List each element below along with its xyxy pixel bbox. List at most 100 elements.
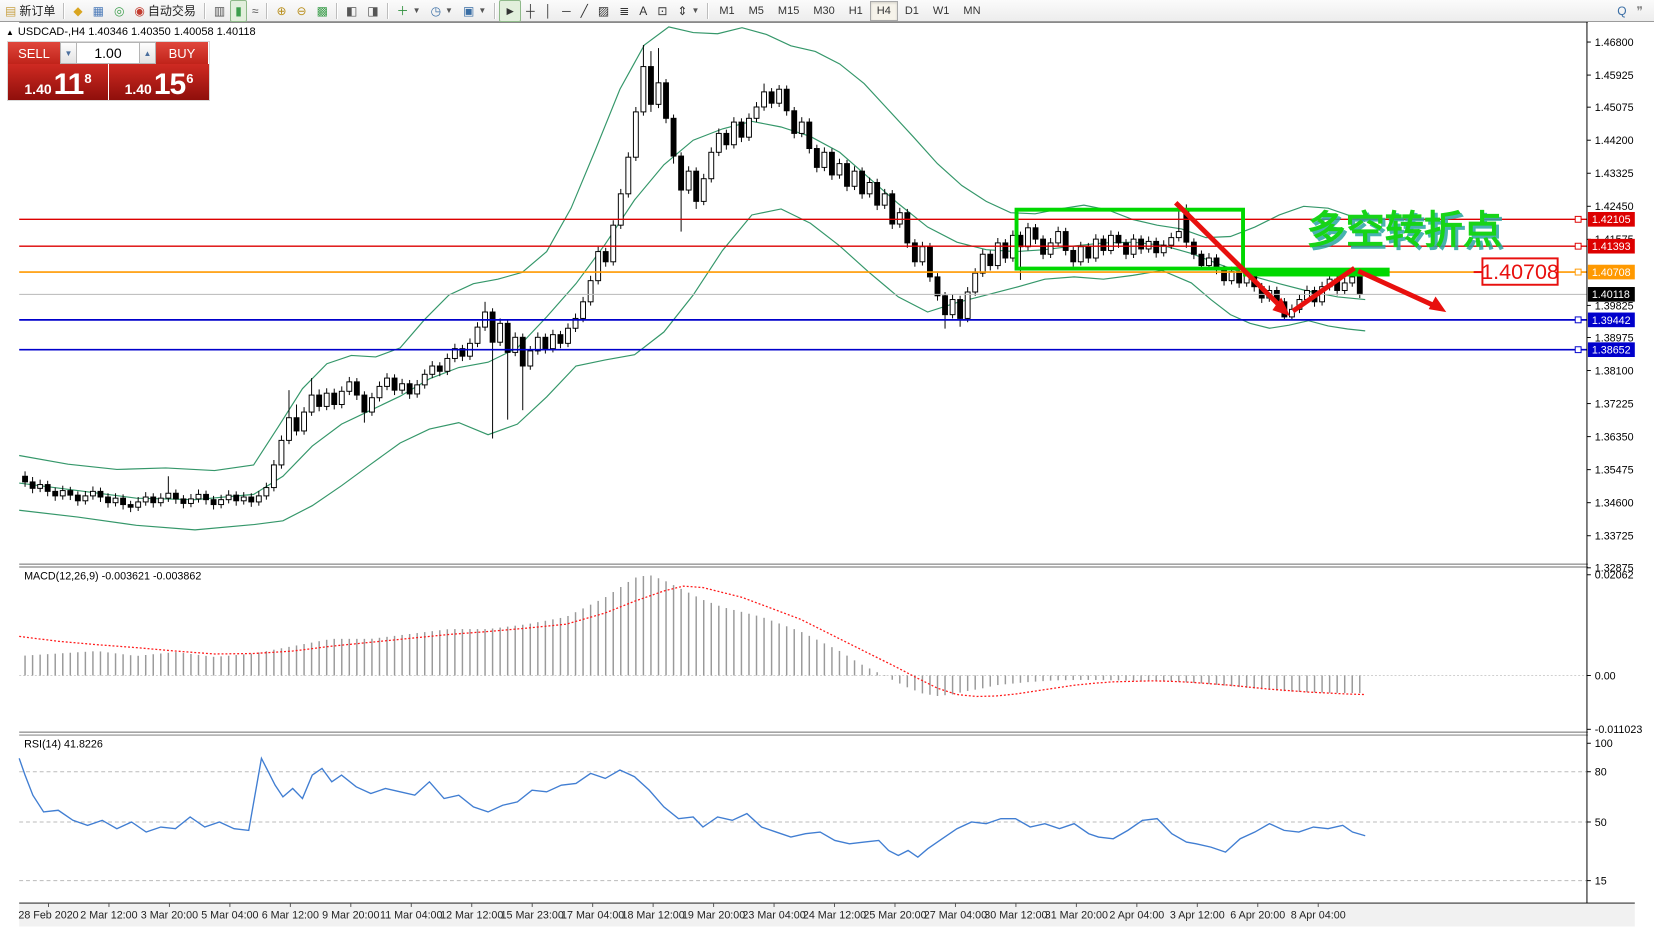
tile-windows-button[interactable]: ▩: [312, 0, 333, 22]
time-tick-label: 12 Mar 12:00: [440, 910, 503, 922]
bollinger-lower-line: [19, 208, 1366, 531]
line-chart-button[interactable]: ≈: [247, 0, 264, 22]
candle-body: [798, 121, 805, 134]
buy-price-base: 1.40: [124, 81, 152, 97]
timeframe-m1[interactable]: M1: [719, 4, 735, 17]
data-window-button[interactable]: ▦: [88, 0, 109, 22]
timeframe-mn[interactable]: MN: [963, 4, 981, 17]
price-label-text: 1.42105: [1592, 214, 1631, 226]
candle-body: [610, 224, 617, 263]
candle-body: [617, 193, 624, 226]
collapse-panel-icon[interactable]: ▲: [6, 27, 14, 37]
market-watch-button[interactable]: ◆: [68, 0, 87, 22]
line-end-marker[interactable]: [1574, 268, 1582, 276]
buy-price[interactable]: 1.40 15 6: [109, 64, 209, 100]
sell-button[interactable]: SELL: [8, 42, 60, 64]
candle-body: [105, 496, 111, 504]
support-level-bar[interactable]: [1243, 267, 1390, 277]
toolbar-separator: [494, 2, 497, 19]
text-label-button[interactable]: ⊡: [652, 0, 672, 22]
sell-price-pip: 8: [84, 71, 92, 86]
timeframe-h1[interactable]: H1: [848, 4, 863, 17]
volume-decrease-button[interactable]: ▼: [60, 42, 77, 64]
auto-trading-button[interactable]: ◉ 自动交易: [129, 0, 201, 22]
candle-body: [1123, 242, 1129, 255]
chart-shift-button[interactable]: ◨: [362, 0, 383, 22]
search-button[interactable]: Q: [1612, 0, 1631, 22]
sell-price[interactable]: 1.40 11 8: [8, 64, 108, 100]
timeframe-d1[interactable]: D1: [904, 4, 919, 17]
line-end-marker[interactable]: [1574, 215, 1582, 223]
candle-body: [534, 336, 541, 352]
timeframe-h4[interactable]: H4: [869, 0, 898, 21]
candle-body: [602, 251, 609, 263]
timeframe-m5[interactable]: M5: [748, 4, 764, 17]
price-label-text: 1.40708: [1592, 267, 1631, 279]
red-arrow-up[interactable]: [1291, 266, 1356, 314]
add-indicator-button[interactable]: ＋ ▼: [392, 0, 426, 22]
price-callout-box[interactable]: [1481, 257, 1559, 286]
zoom-in-button[interactable]: ⊕: [271, 0, 291, 22]
candle-body: [157, 497, 164, 504]
timeframe-m30[interactable]: M30: [813, 4, 835, 17]
text-icon: A: [639, 3, 648, 18]
horizontal-line-icon: ─: [562, 3, 571, 18]
toolbar-button-label: 自动交易: [147, 4, 196, 18]
red-arrow-down-2[interactable]: [1357, 268, 1437, 309]
bar-chart-button[interactable]: ▥: [209, 0, 230, 22]
rsi-tick-label: 100: [1595, 738, 1613, 750]
time-tick-label: 2 Apr 04:00: [1109, 910, 1164, 922]
bollinger-upper-line: [19, 26, 1366, 472]
vertical-line-button[interactable]: │: [540, 0, 558, 22]
timeframe-w1[interactable]: W1: [932, 4, 950, 17]
buy-button[interactable]: BUY: [156, 42, 208, 64]
new-order-button[interactable]: ▤ 新订单: [0, 0, 60, 22]
candle-body: [783, 88, 790, 112]
cursor-button[interactable]: ►: [499, 0, 522, 22]
red-arrow-down-1[interactable]: [1173, 200, 1281, 308]
navigator-button[interactable]: ◎: [109, 0, 129, 22]
chat-button[interactable]: ❞: [1632, 0, 1648, 22]
candle-body: [203, 493, 209, 501]
line-end-marker[interactable]: [1574, 242, 1582, 250]
candle-body: [595, 251, 602, 282]
candle-body: [979, 253, 986, 274]
period-button[interactable]: ◷ ▼: [426, 0, 458, 22]
time-tick-label: 9 Mar 20:00: [322, 910, 379, 922]
arrows-button[interactable]: ⇕ ▼: [672, 0, 704, 22]
candle-body: [1341, 282, 1348, 291]
volume-input[interactable]: [77, 42, 139, 64]
search-icon: Q: [1617, 3, 1627, 18]
candle-body: [693, 170, 700, 202]
line-end-marker[interactable]: [1574, 346, 1582, 354]
candle-body: [648, 66, 654, 105]
trendline-button[interactable]: ╱: [576, 0, 593, 22]
line-end-marker[interactable]: [1574, 316, 1582, 324]
timeframe-m15[interactable]: M15: [777, 4, 800, 17]
horizontal-line-button[interactable]: ─: [557, 0, 576, 22]
template-button[interactable]: ▣ ▼: [458, 0, 491, 22]
candle-body: [987, 253, 994, 267]
chart-shift-icon: ◨: [367, 3, 379, 18]
zoom-out-icon: ⊖: [296, 3, 307, 18]
candle-body: [1077, 246, 1084, 263]
crosshair-button[interactable]: ┼: [521, 0, 540, 22]
symbol-ohlc-line: ▲ USDCAD-,H4 1.40346 1.40350 1.40058 1.4…: [6, 26, 256, 38]
candle-body: [195, 493, 202, 500]
time-axis[interactable]: 28 Feb 2020 2 Mar 12:00 3 Mar 20:00 5 Mar 0…: [18, 902, 1635, 927]
candlestick-chart-button[interactable]: ▮: [230, 0, 247, 22]
zoom-in-icon: ⊕: [276, 3, 287, 18]
price-tick-label: 1.46800: [1595, 37, 1634, 49]
text-button[interactable]: A: [634, 0, 652, 22]
consolidation-box[interactable]: [1014, 207, 1245, 271]
candle-body: [572, 317, 579, 329]
chart-window[interactable]: 多空转折点 多空转折点 1.40708 MACD(12,26,9) -0.003621…: [0, 22, 1654, 948]
fibonacci-button[interactable]: ≣: [614, 0, 634, 22]
auto-scroll-button[interactable]: ◧: [341, 0, 362, 22]
candle-body: [874, 182, 881, 206]
channel-button[interactable]: ▨: [593, 0, 614, 22]
zoom-out-button[interactable]: ⊖: [292, 0, 312, 22]
price-axis[interactable]: 1.46800 1.45925 1.45075 1.44200 1.43325 1.424…: [1586, 22, 1642, 904]
volume-increase-button[interactable]: ▲: [139, 42, 156, 64]
